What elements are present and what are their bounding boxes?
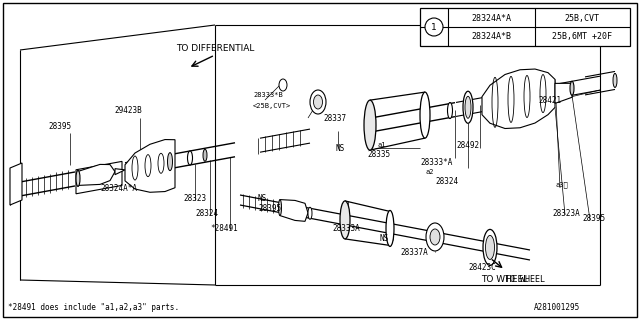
Ellipse shape: [203, 149, 207, 161]
Text: 28492: 28492: [456, 140, 479, 149]
Ellipse shape: [279, 79, 287, 91]
Ellipse shape: [308, 207, 312, 219]
Text: 28324: 28324: [435, 177, 458, 186]
Polygon shape: [125, 140, 175, 192]
Text: 28395: 28395: [582, 213, 605, 222]
Ellipse shape: [570, 81, 574, 95]
Text: 28333*A: 28333*A: [420, 157, 452, 166]
Ellipse shape: [76, 171, 80, 187]
Ellipse shape: [340, 201, 350, 239]
Bar: [420, 8, 630, 46]
Ellipse shape: [278, 200, 282, 216]
Text: TO WHEEL: TO WHEEL: [505, 276, 545, 284]
Ellipse shape: [364, 100, 376, 150]
Text: 29423B: 29423B: [114, 106, 142, 115]
Text: 28324: 28324: [195, 209, 218, 218]
Text: 28335: 28335: [367, 149, 390, 158]
Polygon shape: [555, 83, 572, 103]
Text: NS: NS: [335, 143, 344, 153]
Text: 25B,CVT: 25B,CVT: [564, 13, 600, 22]
Text: 28324A*A: 28324A*A: [100, 183, 137, 193]
Text: 28324A*B: 28324A*B: [471, 31, 511, 41]
Text: a2: a2: [425, 169, 433, 175]
Ellipse shape: [386, 211, 394, 246]
Circle shape: [425, 18, 443, 36]
Text: a1: a1: [378, 142, 387, 148]
Text: 28395: 28395: [49, 122, 72, 131]
Text: 28395: 28395: [258, 204, 281, 212]
Ellipse shape: [188, 151, 193, 165]
Ellipse shape: [430, 229, 440, 245]
Text: 28421: 28421: [538, 95, 561, 105]
Text: <25B,CVT>: <25B,CVT>: [253, 103, 291, 109]
Polygon shape: [76, 161, 122, 194]
Polygon shape: [482, 69, 555, 129]
Ellipse shape: [447, 102, 452, 118]
Text: TO WHEEL: TO WHEEL: [481, 276, 529, 284]
Text: 25B,6MT +20F: 25B,6MT +20F: [552, 31, 612, 41]
Text: 1: 1: [431, 22, 437, 31]
Text: 28323: 28323: [183, 194, 206, 203]
Text: TO DIFFERENTIAL: TO DIFFERENTIAL: [176, 44, 254, 52]
Text: NS: NS: [258, 194, 268, 203]
Ellipse shape: [465, 96, 471, 118]
Text: 28324A*A: 28324A*A: [471, 13, 511, 22]
Text: 28423C: 28423C: [468, 263, 496, 273]
Ellipse shape: [310, 90, 326, 114]
Polygon shape: [78, 164, 115, 185]
Text: *28491 does include "a1,a2,a3" parts.: *28491 does include "a1,a2,a3" parts.: [8, 303, 179, 313]
Text: 28333A: 28333A: [332, 223, 360, 233]
Ellipse shape: [168, 153, 173, 171]
Text: NS: NS: [380, 234, 389, 243]
Text: 28337: 28337: [323, 114, 346, 123]
Text: 28337A: 28337A: [400, 247, 428, 257]
Ellipse shape: [463, 91, 473, 123]
Ellipse shape: [420, 92, 430, 138]
Text: a3ⓘ: a3ⓘ: [555, 182, 568, 188]
Polygon shape: [280, 200, 308, 221]
Text: *28491: *28491: [210, 223, 237, 233]
Text: 28333*B: 28333*B: [253, 92, 283, 98]
Text: 28323A: 28323A: [552, 209, 580, 218]
Polygon shape: [115, 169, 125, 175]
Ellipse shape: [486, 236, 495, 260]
Text: A281001295: A281001295: [534, 303, 580, 313]
Ellipse shape: [426, 223, 444, 251]
Ellipse shape: [314, 95, 323, 109]
Ellipse shape: [483, 229, 497, 265]
Polygon shape: [10, 163, 22, 205]
Ellipse shape: [613, 73, 617, 87]
